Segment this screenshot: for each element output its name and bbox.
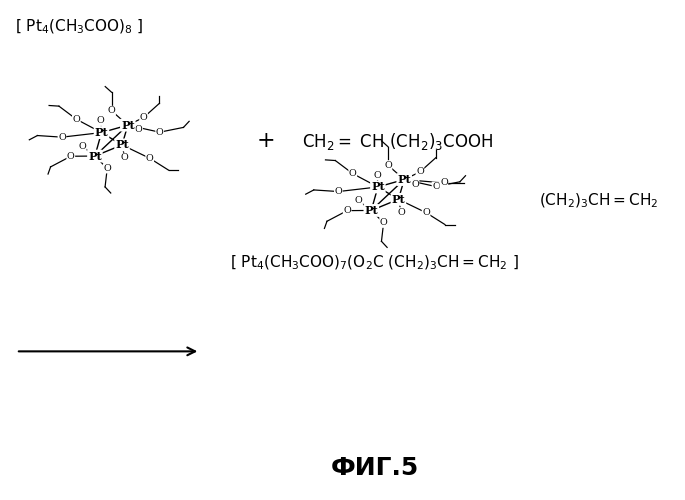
Text: $\rm CH_2{=}\ CH\ (CH_2)_3COOH$: $\rm CH_2{=}\ CH\ (CH_2)_3COOH$	[302, 130, 494, 152]
Text: O: O	[135, 125, 142, 134]
Text: O: O	[440, 178, 448, 188]
Text: Pt: Pt	[397, 174, 411, 185]
Text: Pt: Pt	[121, 120, 135, 130]
Text: O: O	[67, 152, 75, 161]
Text: $\rm [ \ Pt_4(CH_3COO)_7(O_2C\ (CH_2)_3CH{=}CH_2 \ ]$: $\rm [ \ Pt_4(CH_3COO)_7(O_2C\ (CH_2)_3C…	[229, 253, 519, 272]
Text: O: O	[97, 116, 105, 126]
Text: O: O	[373, 171, 381, 180]
Text: $\rm (CH_2)_3CH{=}CH_2$: $\rm (CH_2)_3CH{=}CH_2$	[539, 192, 659, 210]
Text: Pt: Pt	[115, 140, 129, 150]
Text: O: O	[121, 154, 129, 162]
Text: O: O	[140, 113, 147, 122]
Text: +: +	[257, 130, 275, 152]
Text: O: O	[73, 114, 80, 124]
Text: O: O	[343, 206, 351, 215]
Text: O: O	[379, 218, 388, 228]
Text: $\rm [ \ Pt_4(CH_3COO)_8 \ ]$: $\rm [ \ Pt_4(CH_3COO)_8 \ ]$	[14, 18, 143, 36]
Text: O: O	[349, 169, 357, 178]
Text: ФИГ.5: ФИГ.5	[330, 456, 419, 480]
Text: Pt: Pt	[95, 127, 108, 138]
Text: O: O	[384, 160, 392, 170]
Text: O: O	[355, 196, 362, 205]
Text: O: O	[108, 106, 116, 116]
Text: O: O	[397, 208, 405, 216]
Text: O: O	[416, 168, 424, 176]
Text: Pt: Pt	[88, 150, 102, 162]
Text: Pt: Pt	[392, 194, 406, 205]
Text: Pt: Pt	[371, 182, 385, 192]
Text: O: O	[432, 182, 440, 191]
Text: O: O	[58, 132, 66, 141]
Text: O: O	[334, 187, 342, 196]
Text: O: O	[155, 128, 164, 136]
Text: O: O	[103, 164, 111, 173]
Text: O: O	[78, 142, 86, 151]
Text: Pt: Pt	[364, 205, 378, 216]
Text: O: O	[411, 180, 419, 188]
Text: O: O	[146, 154, 153, 162]
Text: O: O	[422, 208, 430, 217]
